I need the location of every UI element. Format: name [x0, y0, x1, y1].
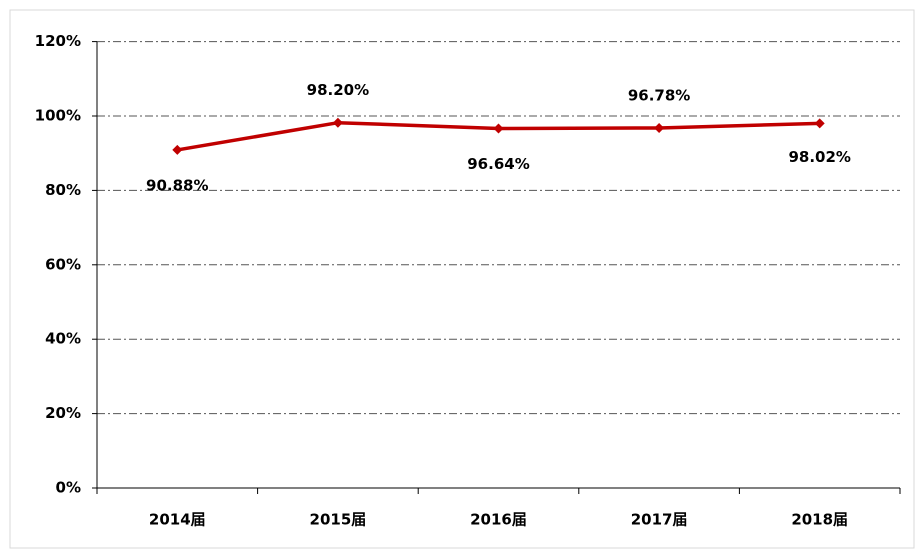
x-tick-label: 2014届 [149, 511, 206, 529]
y-tick-label: 80% [45, 181, 81, 199]
data-marker [493, 123, 504, 134]
data-marker [332, 117, 343, 128]
x-tick-label: 2017届 [631, 511, 688, 529]
data-marker [654, 122, 665, 133]
chart-border [9, 9, 915, 549]
y-tick-label: 60% [45, 255, 81, 273]
data-label: 98.20% [307, 81, 369, 99]
data-label: 90.88% [146, 176, 208, 194]
y-tick-label: 120% [35, 32, 81, 50]
y-tick-label: 40% [45, 330, 81, 348]
y-tick-label: 20% [45, 404, 81, 422]
data-label: 96.78% [628, 86, 690, 104]
y-tick-label: 100% [35, 107, 81, 125]
data-marker [172, 144, 183, 155]
x-tick-label: 2018届 [791, 511, 848, 529]
data-marker [814, 118, 825, 129]
data-label: 96.64% [467, 155, 529, 173]
x-tick-label: 2015届 [310, 511, 367, 529]
data-label: 98.02% [788, 148, 850, 166]
y-tick-label: 0% [56, 479, 81, 497]
x-tick-label: 2016届 [470, 511, 527, 529]
